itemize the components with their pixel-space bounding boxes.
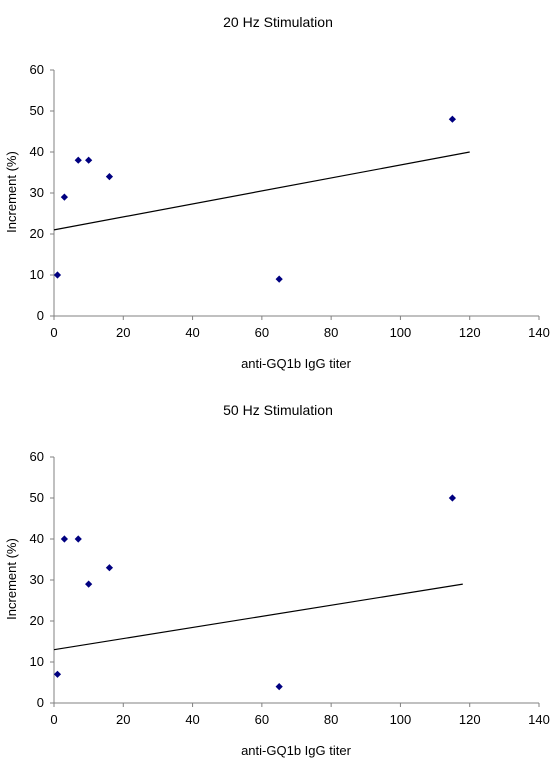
axes xyxy=(53,457,539,704)
x-tick-label: 40 xyxy=(185,712,199,727)
data-point xyxy=(85,156,93,164)
y-tick-label: 40 xyxy=(30,531,44,546)
x-tick-label: 140 xyxy=(528,712,550,727)
x-tick-label: 100 xyxy=(390,712,412,727)
data-point xyxy=(74,535,82,543)
points-group xyxy=(53,115,456,283)
x-tick-label: 140 xyxy=(528,325,550,340)
data-point xyxy=(448,115,456,123)
data-point xyxy=(105,564,114,572)
data-point xyxy=(74,156,82,164)
y-tick-label: 40 xyxy=(30,144,44,159)
trendline xyxy=(53,151,470,231)
y-tick-label: 0 xyxy=(37,695,44,710)
data-point xyxy=(275,683,283,691)
x-axis-label: anti-GQ1b IgG titer xyxy=(241,356,351,371)
x-tick-label: 60 xyxy=(255,712,269,727)
y-tick-label: 20 xyxy=(30,226,44,241)
points-group xyxy=(53,494,456,691)
trendline-group xyxy=(53,583,463,651)
data-point xyxy=(60,193,68,201)
y-tick-label: 10 xyxy=(30,267,44,282)
chart-title: 50 Hz Stimulation xyxy=(223,402,333,418)
data-point xyxy=(53,670,62,678)
chart-50hz-svg: 50 Hz Stimulation 0 10 20 30 40 50 60 0 20 40 60 80… xyxy=(4,402,550,758)
ticks: 0 10 20 30 40 50 60 0 20 40 60 80 100 120 140 xyxy=(30,449,550,727)
x-tick-label: 0 xyxy=(50,325,57,340)
data-point xyxy=(275,275,283,283)
x-tick-label: 100 xyxy=(390,325,412,340)
y-axis-label: Increment (%) xyxy=(4,538,19,620)
x-axis-label: anti-GQ1b IgG titer xyxy=(241,743,351,758)
y-tick-label: 20 xyxy=(30,613,44,628)
x-tick-label: 20 xyxy=(116,712,130,727)
x-tick-label: 20 xyxy=(116,325,130,340)
y-tick-label: 60 xyxy=(30,62,44,77)
y-axis-label: Increment (%) xyxy=(4,151,19,233)
data-point xyxy=(448,494,456,502)
x-tick-label: 80 xyxy=(324,712,338,727)
data-point xyxy=(105,173,114,181)
chart-20hz-svg: 20 Hz Stimulation 0 10 20 30 40 50 60 0 20 40 60 80… xyxy=(4,14,550,371)
chart-50hz: 50 Hz Stimulation 0 10 20 30 40 50 60 0 20 40 60 80… xyxy=(0,387,555,773)
axes xyxy=(53,70,539,317)
chart-title: 20 Hz Stimulation xyxy=(223,14,333,30)
x-tick-label: 0 xyxy=(50,712,57,727)
y-tick-label: 10 xyxy=(30,654,44,669)
trendline-group xyxy=(53,151,470,231)
ticks: 0 10 20 30 40 50 60 0 20 40 60 80 100 120 140 xyxy=(30,62,550,340)
y-tick-label: 30 xyxy=(30,572,44,587)
y-tick-label: 30 xyxy=(30,185,44,200)
x-tick-label: 60 xyxy=(255,325,269,340)
x-tick-label: 80 xyxy=(324,325,338,340)
trendline xyxy=(53,583,463,651)
x-tick-label: 120 xyxy=(459,325,481,340)
data-point xyxy=(85,580,93,588)
y-tick-label: 0 xyxy=(37,308,44,323)
data-point xyxy=(60,535,68,543)
chart-20hz: 20 Hz Stimulation 0 10 20 30 40 50 60 0 20 40 60 80… xyxy=(0,0,555,386)
data-point xyxy=(53,271,62,279)
y-tick-label: 50 xyxy=(30,490,44,505)
x-tick-label: 120 xyxy=(459,712,481,727)
y-tick-label: 60 xyxy=(30,449,44,464)
y-tick-label: 50 xyxy=(30,103,44,118)
x-tick-label: 40 xyxy=(185,325,199,340)
